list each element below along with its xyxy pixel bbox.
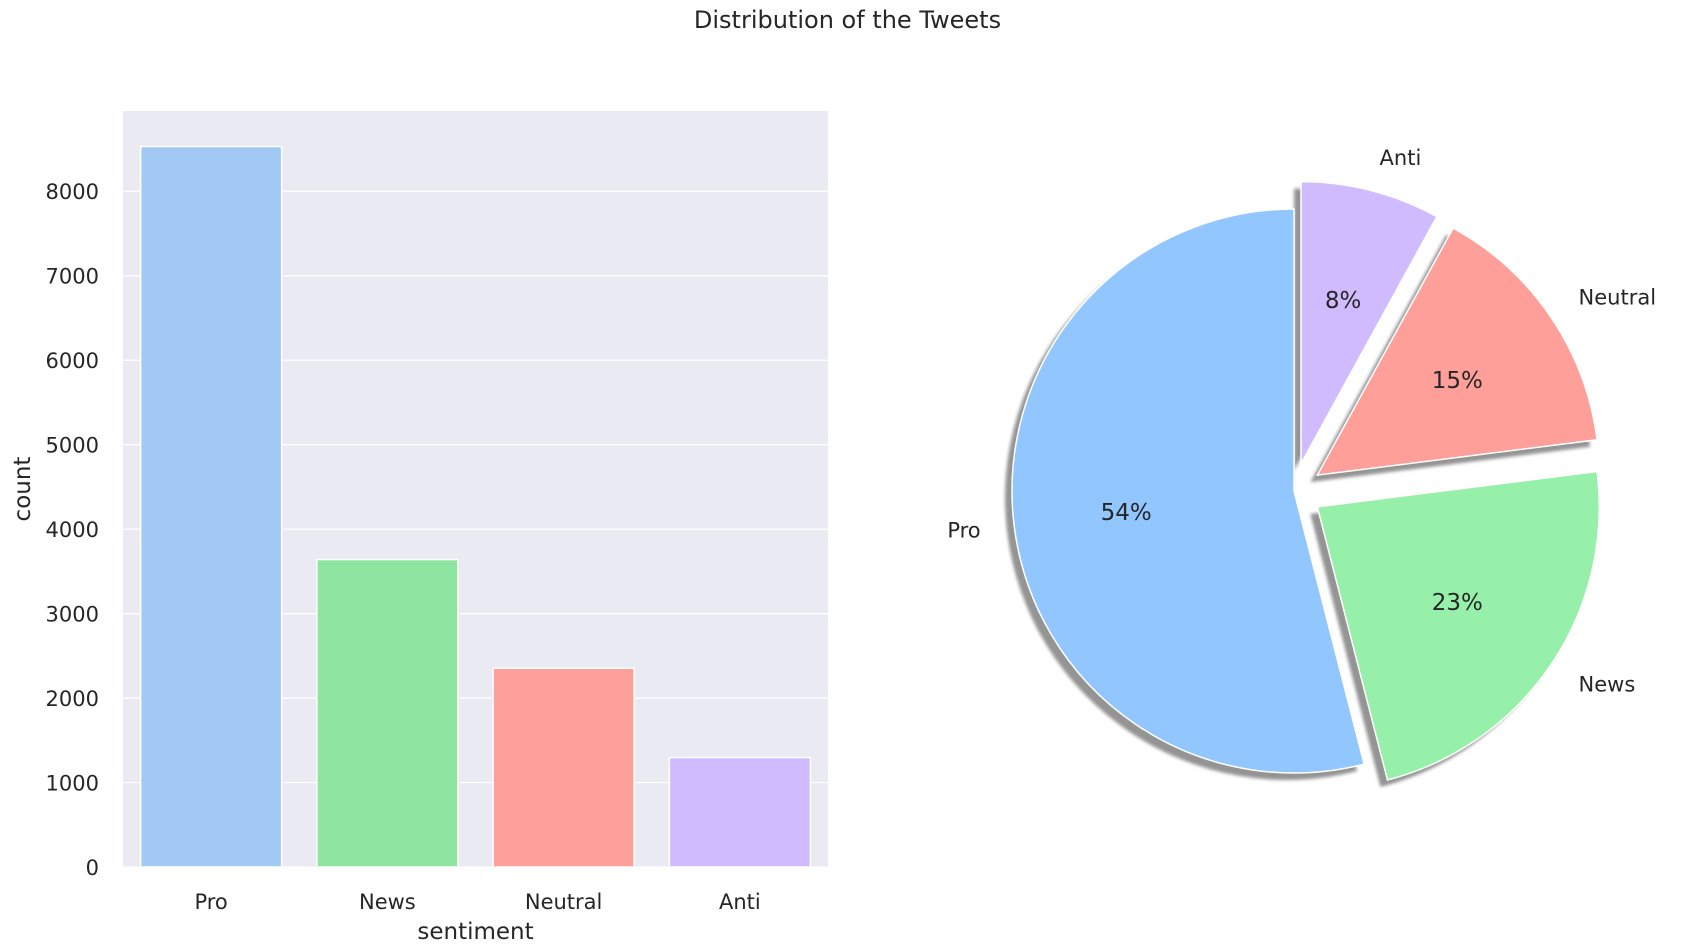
pie-label: Pro bbox=[947, 519, 980, 543]
x-tick-label: News bbox=[359, 890, 416, 914]
pie-labels: Pro 54% News 23% Neutral 15% Anti 8% bbox=[947, 146, 1656, 697]
pie-slice-neutral bbox=[1315, 227, 1598, 477]
y-tick-label: 5000 bbox=[46, 434, 99, 458]
bar-chart: 0 1000 2000 3000 4000 5000 6000 7000 8000 Pro New… bbox=[10, 111, 828, 945]
bar-pro bbox=[139, 145, 283, 868]
pie-label: Anti bbox=[1380, 146, 1422, 170]
bar-news bbox=[316, 558, 459, 868]
x-tick-label: Anti bbox=[719, 890, 761, 914]
pie-percent-label: 15% bbox=[1432, 368, 1483, 394]
pie-label: Neutral bbox=[1579, 286, 1657, 310]
y-tick-label: 0 bbox=[86, 856, 99, 880]
y-tick-label: 2000 bbox=[46, 687, 99, 711]
y-tick-label: 4000 bbox=[46, 518, 99, 542]
bar-anti bbox=[668, 756, 812, 868]
pie-chart: Pro 54% News 23% Neutral 15% Anti 8% bbox=[947, 146, 1656, 787]
x-tick-label: Pro bbox=[194, 890, 227, 914]
pie-series bbox=[1011, 180, 1601, 781]
y-tick-label: 8000 bbox=[46, 180, 99, 204]
y-axis-label: count bbox=[10, 457, 36, 522]
y-tick-label: 7000 bbox=[46, 265, 99, 289]
y-axis-ticks: 0 1000 2000 3000 4000 5000 6000 7000 8000 bbox=[46, 180, 99, 880]
pie-percent-label: 23% bbox=[1432, 590, 1483, 616]
bar-series bbox=[139, 145, 812, 868]
pie-label: News bbox=[1579, 672, 1636, 696]
y-tick-label: 3000 bbox=[46, 603, 99, 627]
pie-slice-pro bbox=[1011, 208, 1366, 774]
x-axis-label: sentiment bbox=[417, 919, 533, 945]
x-tick-label: Neutral bbox=[525, 890, 603, 914]
pie-percent-label: 54% bbox=[1101, 500, 1152, 526]
x-axis-ticks: Pro News Neutral Anti bbox=[194, 890, 760, 914]
pie-slice-news bbox=[1316, 470, 1601, 781]
bar-neutral bbox=[492, 667, 635, 868]
pie-slice-anti bbox=[1300, 180, 1438, 465]
figure-title: Distribution of the Tweets bbox=[693, 6, 1002, 34]
y-tick-label: 1000 bbox=[46, 772, 99, 796]
pie-percent-label: 8% bbox=[1325, 288, 1362, 314]
y-tick-label: 6000 bbox=[46, 349, 99, 373]
